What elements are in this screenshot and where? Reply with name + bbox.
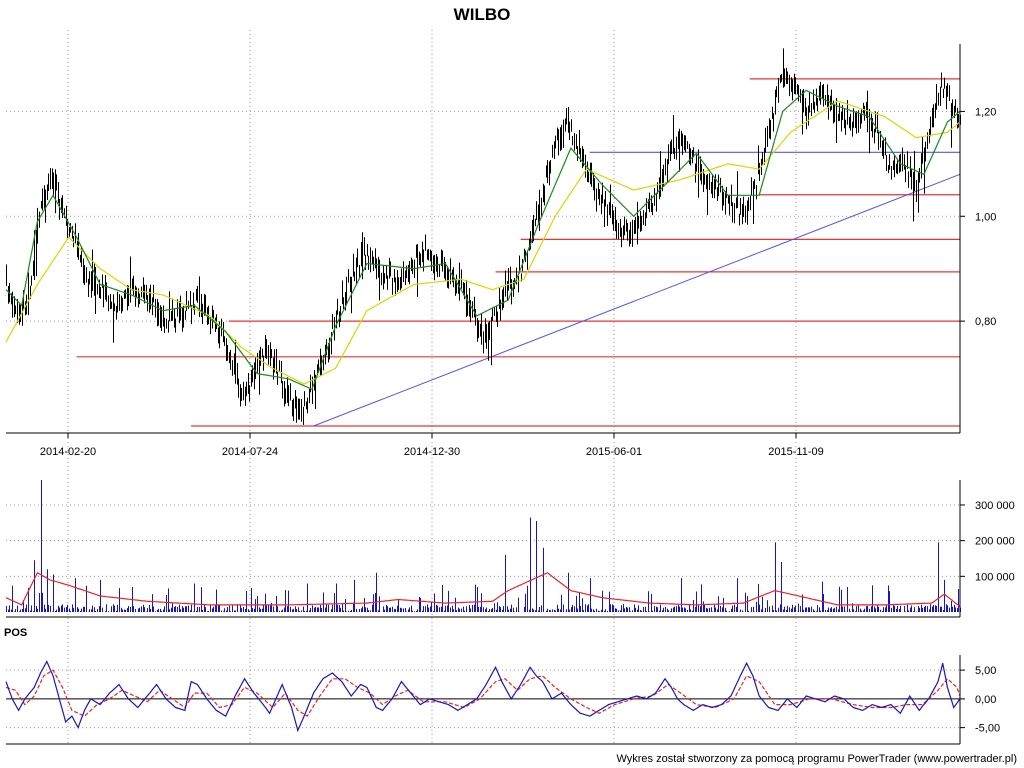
- horizontal-levels: [76, 78, 961, 427]
- volume-bars: [5, 480, 961, 612]
- volume-y-tick-label-1: 200 000: [975, 536, 1015, 548]
- x-tick-label-2: 2014-12-30: [404, 446, 460, 458]
- price-y-tick-label-2: 1,20: [975, 106, 996, 118]
- grid-lines: [6, 30, 960, 745]
- sma-short-line: [5, 89, 961, 391]
- price-bars: [6, 48, 961, 425]
- x-tick-label-0: 2014-02-20: [40, 446, 96, 458]
- trendline: [313, 173, 961, 427]
- price-y-tick-label-1: 1,00: [975, 211, 996, 223]
- panel-frames: [6, 44, 961, 745]
- pos-y-tick-label-1: 0,00: [975, 694, 996, 706]
- volume-average-line: [5, 571, 961, 608]
- pos-panel-label: POS: [4, 627, 27, 639]
- footer-credit: Wykres został stworzony za pomocą progra…: [616, 753, 1017, 765]
- axis-tick-labels: 2014-02-20 2014-07-24 2014-12-30 2015-06-01…: [40, 106, 1015, 734]
- x-tick-label-4: 2015-11-09: [768, 446, 823, 458]
- sma-long-line: [5, 100, 961, 385]
- x-tick-label-3: 2015-06-01: [586, 446, 642, 458]
- volume-y-tick-label-2: 300 000: [975, 500, 1015, 512]
- volume-y-tick-label-0: 100 000: [975, 571, 1015, 583]
- pos-y-tick-label-0: 5,00: [975, 665, 996, 677]
- moving-averages: [5, 89, 961, 391]
- pos-y-tick-label-2: -5,00: [975, 723, 1000, 735]
- x-tick-label-1: 2014-07-24: [222, 446, 278, 458]
- chart-title: WILBO: [454, 5, 511, 24]
- pos-oscillator: [5, 660, 961, 733]
- price-y-tick-label-0: 0,80: [975, 316, 996, 328]
- pos-line: [5, 660, 961, 733]
